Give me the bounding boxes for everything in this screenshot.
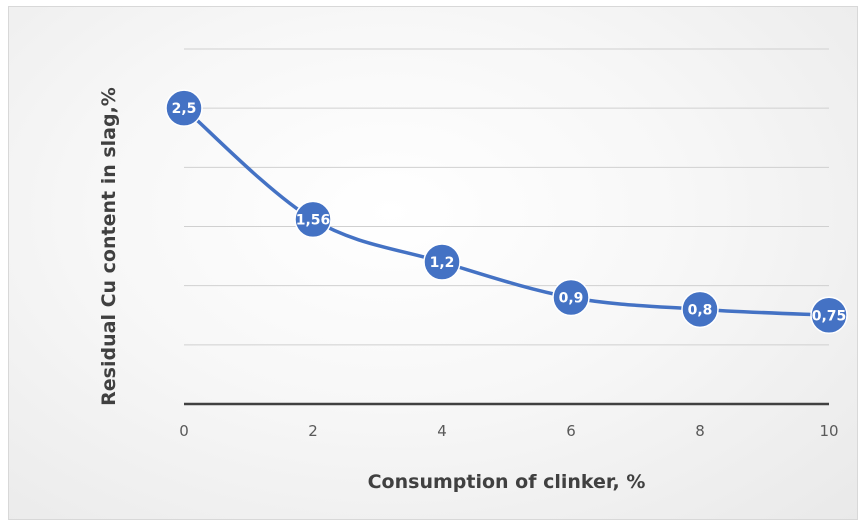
data-point: 0,75 [810, 296, 848, 334]
data-label: 0,9 [559, 291, 584, 307]
data-label: 2,5 [172, 101, 197, 117]
line-chart: 0 2 4 6 8 10 2,5 1,56 1,2 0,9 0,8 0,75 Consumption… [98, 48, 848, 493]
data-label: 1,56 [296, 212, 331, 228]
series-line [182, 106, 831, 317]
x-tick-label: 10 [819, 422, 838, 440]
x-tick-label: 0 [179, 422, 189, 440]
gridlines [184, 48, 829, 346]
data-label: 0,8 [688, 302, 713, 318]
data-point-marker [552, 278, 590, 317]
data-point: 1,2 [423, 243, 461, 281]
x-tick-label: 4 [437, 422, 447, 440]
x-tick-label: 2 [308, 422, 318, 440]
data-point-marker [810, 296, 848, 334]
data-point: 0,9 [552, 278, 590, 317]
x-tick-labels: 0 2 4 6 8 10 [179, 422, 838, 440]
x-tick-label: 8 [695, 422, 705, 440]
chart-frame: 0 2 4 6 8 10 2,5 1,56 1,2 0,9 0,8 0,75 Consumption… [8, 6, 858, 520]
data-point-marker [423, 243, 461, 281]
data-point: 0,8 [681, 290, 719, 329]
x-tick-label: 6 [566, 422, 576, 440]
data-point: 1,56 [294, 200, 332, 239]
data-label: 1,2 [430, 255, 455, 271]
data-point: 2,5 [165, 89, 203, 127]
data-point-marker [294, 200, 332, 239]
data-points: 2,5 1,56 1,2 0,9 0,8 0,75 [165, 89, 848, 334]
y-axis-title: Residual Cu content in slag,% [98, 87, 120, 406]
x-axis-title: Consumption of clinker, % [368, 471, 646, 493]
data-label: 0,75 [812, 308, 847, 324]
data-point-marker [165, 89, 203, 127]
data-point-marker [681, 290, 719, 329]
